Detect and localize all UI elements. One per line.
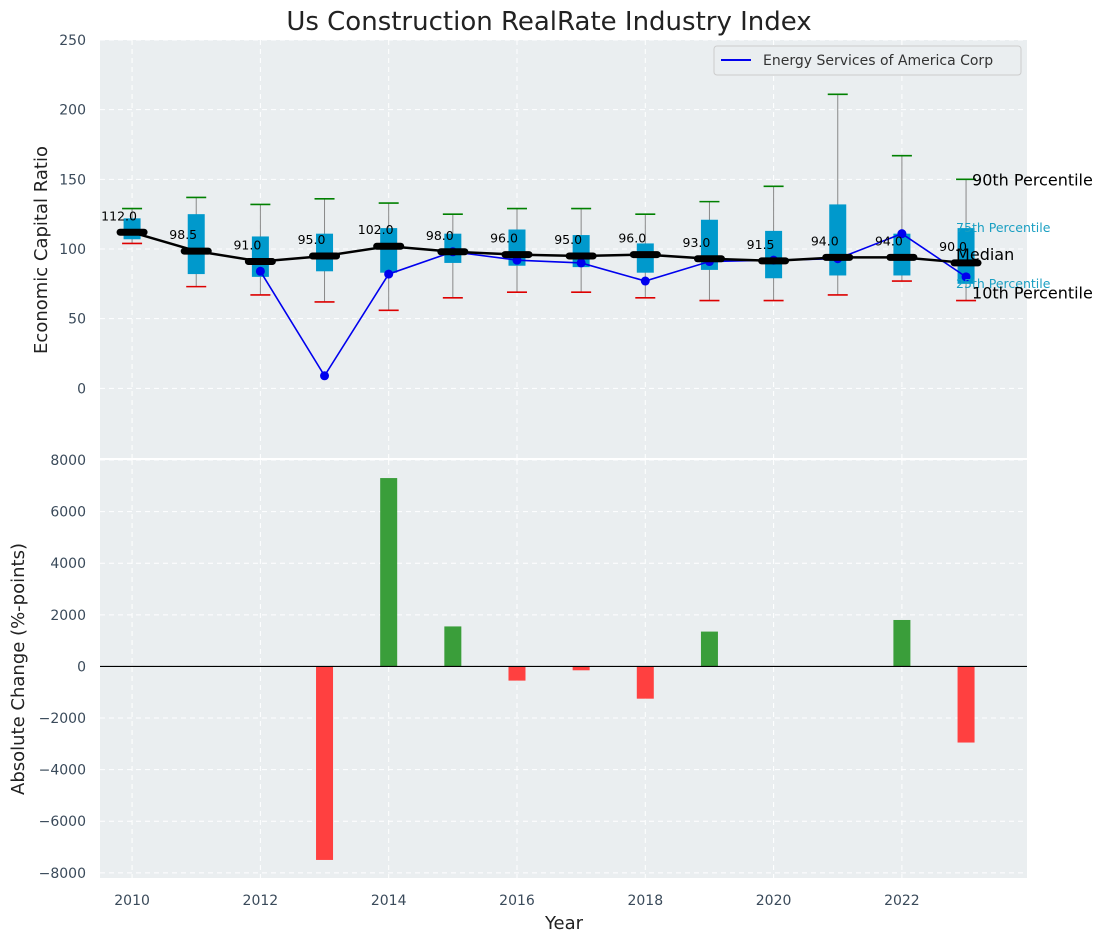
negative-change-bar — [316, 666, 334, 860]
x-tick-label: 2022 — [884, 893, 920, 909]
annotation-p75: 75th Percentile — [956, 220, 1051, 235]
median-value-label: 91.0 — [233, 238, 261, 253]
positive-change-bar — [893, 619, 911, 667]
x-tick-label: 2020 — [756, 893, 792, 909]
median-value-label: 96.0 — [490, 231, 518, 246]
median-value-label: 98.0 — [426, 228, 454, 243]
box-iqr — [765, 230, 783, 279]
median-value-label: 102.0 — [358, 222, 394, 237]
company-point — [255, 266, 265, 276]
median-value-label: 91.5 — [747, 237, 775, 252]
bottom-plot — [100, 478, 1027, 860]
positive-change-bar — [380, 478, 398, 667]
x-tick-label: 2012 — [243, 893, 279, 909]
box-iqr — [251, 236, 269, 277]
top-y-axis-label: Economic Capital Ratio — [31, 146, 52, 354]
annotation-p10: 10th Percentile — [972, 284, 1093, 303]
median-value-label: 95.0 — [298, 232, 326, 247]
legend: Energy Services of America Corp — [713, 45, 1022, 76]
bottom-y-tick-label: −2000 — [39, 711, 86, 727]
median-value-label: 96.0 — [618, 231, 646, 246]
company-point — [576, 258, 586, 268]
bottom-y-tick-label: 6000 — [50, 505, 86, 521]
negative-change-bar — [636, 666, 654, 699]
box-iqr — [380, 228, 398, 273]
top-y-tick-label: 50 — [68, 312, 86, 328]
negative-change-bar — [957, 666, 975, 743]
chart-title: Us Construction RealRate Industry Index — [286, 7, 811, 37]
median-value-label: 93.0 — [683, 235, 711, 250]
top-y-tick-label: 200 — [59, 103, 86, 119]
bottom-y-axis-label: Absolute Change (%-points) — [8, 543, 29, 795]
x-tick-label: 2010 — [114, 893, 150, 909]
x-axis-label: Year — [544, 913, 584, 934]
bottom-y-tick-label: 4000 — [50, 556, 86, 572]
company-point — [961, 272, 971, 282]
negative-change-bar — [508, 666, 526, 681]
x-tick-label: 2014 — [371, 893, 407, 909]
median-value-label: 98.5 — [169, 227, 197, 242]
x-tick-label: 2016 — [499, 893, 535, 909]
company-point — [640, 276, 650, 286]
axes: 2010 2012 2014 2016 2018 2020 2022 0 50 100 150 200… — [39, 33, 920, 909]
bottom-y-tick-label: −4000 — [39, 763, 86, 779]
positive-change-bar — [444, 626, 462, 667]
annotation-p25: 25th Percentile — [956, 276, 1051, 291]
bottom-y-tick-label: 8000 — [50, 453, 86, 469]
top-y-tick-label: 250 — [59, 33, 86, 49]
top-y-tick-label: 0 — [77, 381, 86, 397]
bottom-y-tick-label: −6000 — [39, 814, 86, 830]
company-point — [320, 371, 330, 381]
bottom-panel — [100, 460, 1027, 878]
positive-change-bar — [700, 631, 718, 667]
bottom-y-tick-label: 2000 — [50, 608, 86, 624]
median-value-label: 90.0 — [939, 239, 967, 254]
top-y-tick-label: 150 — [59, 172, 86, 188]
company-point — [897, 229, 907, 239]
box-iqr — [187, 214, 205, 275]
box-iqr — [957, 228, 975, 284]
company-point — [384, 269, 394, 279]
top-y-tick-label: 100 — [59, 242, 86, 258]
median-value-label: 94.0 — [811, 233, 839, 248]
bottom-y-tick-label: −8000 — [39, 866, 86, 882]
legend-label: Energy Services of America Corp — [763, 53, 993, 69]
top-plot: 112.0 98.5 91.0 95.0 102.0 98.0 96.0 95.0 96.0 93… — [101, 93, 1093, 381]
median-value-label: 95.0 — [554, 232, 582, 247]
annotation-p90: 90th Percentile — [972, 170, 1093, 189]
median-value-label: 94.0 — [875, 233, 903, 248]
median-value-label: 112.0 — [101, 208, 137, 223]
negative-change-bar — [572, 666, 590, 671]
bottom-y-tick-label: 0 — [77, 659, 86, 675]
annotation-median: Median — [956, 245, 1014, 264]
x-tick-label: 2018 — [627, 893, 663, 909]
